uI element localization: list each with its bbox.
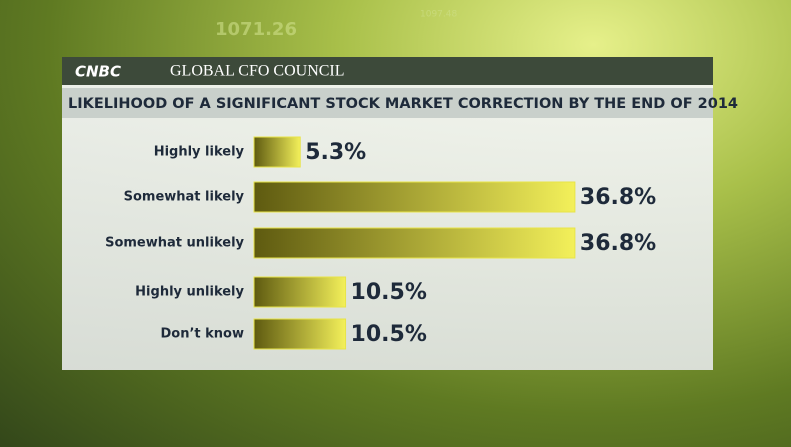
category-label: Somewhat unlikely (105, 236, 244, 251)
bar (253, 318, 347, 350)
program: GLOBAL CFO COUNCIL (170, 63, 345, 80)
value-label: 10.5% (351, 322, 427, 347)
header-bar (62, 57, 713, 85)
bar (253, 181, 576, 213)
category-label: Highly unlikely (135, 285, 244, 300)
value-label: 36.8% (580, 185, 656, 210)
value-label: 5.3% (305, 140, 366, 165)
value-label: 36.8% (580, 231, 656, 256)
category-label: Somewhat likely (124, 190, 245, 205)
value-label: 10.5% (351, 280, 427, 305)
bar (253, 227, 576, 259)
bar (253, 136, 301, 168)
chart-title: LIKELIHOOD OF A SIGNIFICANT STOCK MARKET… (68, 96, 738, 112)
title-bar (62, 88, 713, 118)
logo: CNBC (75, 63, 121, 81)
category-label: Don’t know (161, 327, 245, 342)
ticker: 1071.26 (215, 19, 297, 40)
bar (253, 276, 347, 308)
category-label: Highly likely (154, 145, 245, 160)
ticker: 1097.48 (420, 10, 457, 20)
